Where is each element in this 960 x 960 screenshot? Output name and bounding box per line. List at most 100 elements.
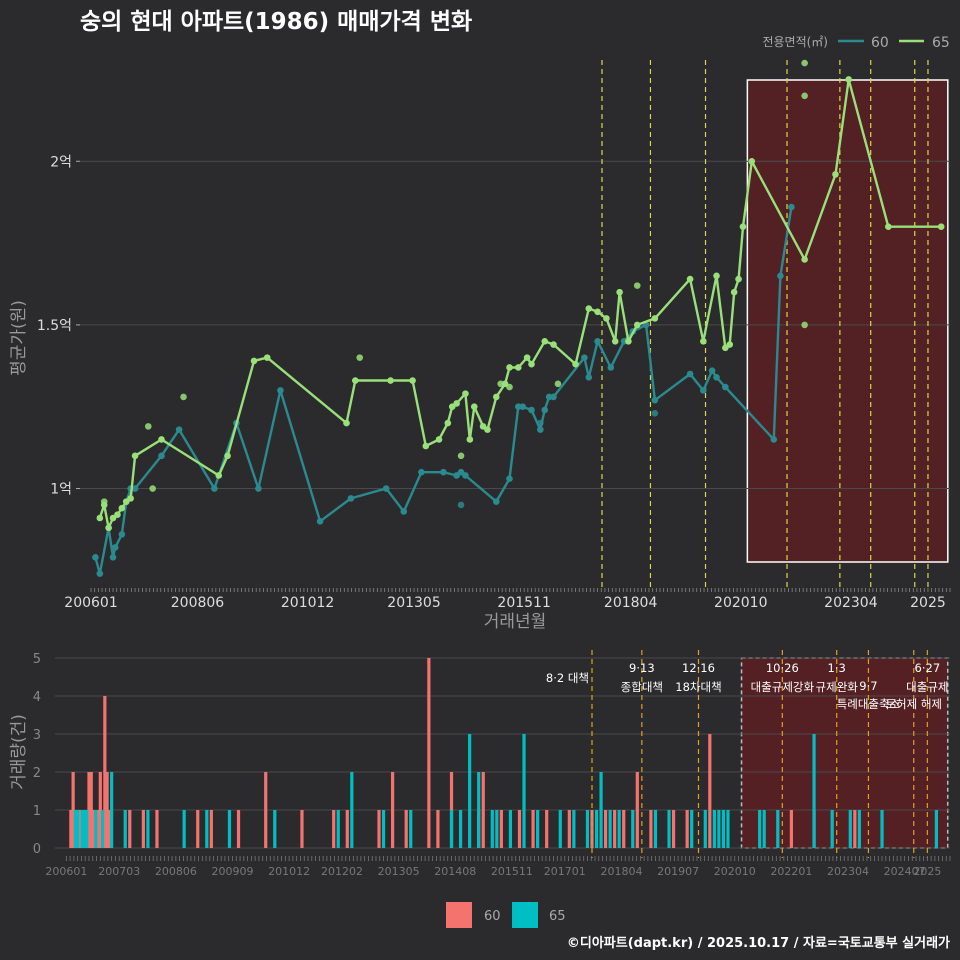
- policy-label: 6·27: [915, 661, 941, 675]
- series-point-65: [550, 341, 557, 348]
- series-point-60: [585, 373, 593, 381]
- series-point-60: [651, 396, 659, 404]
- bottom-x-tick-label: 201305: [378, 865, 420, 878]
- bottom-x-tick-label: 201202: [321, 865, 363, 878]
- bar-60: [345, 810, 349, 848]
- bar-65: [458, 810, 463, 848]
- bottom-x-tick-label: 201408: [434, 865, 476, 878]
- bottom-x-tick-label: 200909: [212, 865, 254, 878]
- series-point-65: [466, 436, 474, 443]
- bottom-x-tick-label: 200703: [98, 865, 140, 878]
- bar-60: [236, 810, 241, 848]
- series-point-65: [506, 364, 513, 371]
- series-point-60: [96, 570, 104, 577]
- series-point-60: [255, 485, 262, 492]
- bar-65: [80, 810, 84, 848]
- series-point-65: [633, 282, 641, 289]
- bar-65: [880, 810, 884, 848]
- series-point-60: [131, 485, 139, 492]
- series-point-65: [726, 341, 734, 348]
- bar-65: [123, 810, 127, 848]
- series-point-60: [777, 272, 784, 280]
- series-point-65: [497, 380, 504, 388]
- bar-65: [717, 810, 721, 848]
- bar-65: [85, 810, 89, 848]
- series-point-60: [537, 419, 544, 427]
- bottom-x-tick-label: 202407: [884, 865, 926, 878]
- series-point-65: [554, 380, 562, 388]
- series-point-60: [109, 553, 117, 561]
- series-point-60: [708, 367, 716, 375]
- top-series: [92, 59, 945, 577]
- series-point-65: [739, 223, 747, 231]
- bar-65: [477, 772, 481, 848]
- bar-65: [409, 810, 413, 848]
- series-point-65: [114, 511, 121, 519]
- bar-60: [685, 810, 689, 848]
- series-point-60: [277, 387, 284, 394]
- bar-60: [590, 810, 594, 848]
- bar-65: [336, 810, 340, 848]
- series-point-65: [215, 472, 223, 479]
- bar-65: [522, 734, 526, 848]
- bar-65: [726, 810, 730, 848]
- bar-60: [141, 810, 145, 848]
- bar-65: [631, 810, 635, 848]
- series-point-65: [250, 357, 258, 365]
- series-point-65: [343, 419, 350, 427]
- bar-65: [146, 810, 150, 848]
- top-x-axis: 200601 200806 201012 201305 201511 201804 2020…: [64, 588, 951, 611]
- legend-bottom-65-label: 65: [549, 909, 566, 924]
- bar-60: [391, 772, 395, 848]
- series-point-65: [585, 305, 593, 312]
- series-point-60: [541, 406, 549, 414]
- bar-65: [721, 810, 726, 848]
- series-point-60: [382, 485, 390, 492]
- series-point-65: [118, 504, 126, 512]
- bar-60: [300, 810, 304, 848]
- series-point-60: [457, 501, 465, 509]
- bar-60: [107, 810, 111, 848]
- top-x-tick-label: 200601: [64, 595, 117, 611]
- bottom-x-tick-label: 202201: [770, 865, 812, 878]
- policy-label-detail: 규제완화: [816, 680, 859, 694]
- series-point-65: [180, 393, 187, 401]
- series-point-65: [801, 59, 808, 67]
- bar-65: [110, 772, 114, 848]
- bottom-bars: [69, 658, 939, 848]
- bar-60: [103, 696, 107, 848]
- bar-65: [490, 810, 494, 848]
- top-x-tick-label: 202010: [714, 595, 767, 611]
- series-point-60: [118, 531, 126, 538]
- series-point-60: [158, 452, 165, 460]
- bar-65: [830, 810, 834, 848]
- legend-bottom-60-swatch: [446, 902, 472, 928]
- series-point-65: [541, 337, 549, 345]
- top-x-tick-label: 201804: [604, 595, 658, 611]
- series-point-65: [263, 354, 271, 361]
- policy-label-detail: 종합대책: [621, 680, 663, 694]
- bar-65: [182, 810, 186, 848]
- series-point-65: [224, 452, 231, 460]
- bottom-x-tick-label: 200601: [45, 865, 87, 878]
- bar-60: [105, 772, 109, 848]
- series-point-65: [625, 337, 632, 345]
- series-point-65: [470, 403, 478, 411]
- footer-credit: ©디아파트(dapt.kr) / 2025.10.17 / 자료=국토교통부 실…: [567, 935, 950, 951]
- bar-60: [622, 810, 626, 848]
- series-point-65: [528, 360, 535, 368]
- bar-65: [273, 810, 277, 848]
- bar-65: [572, 810, 576, 848]
- bar-60: [436, 810, 440, 848]
- series-point-65: [651, 315, 659, 322]
- series-point-60: [440, 468, 447, 476]
- policy-label-detail: 대출규제: [906, 680, 948, 694]
- series-point-65: [801, 321, 808, 329]
- bottom-x-tick-label: 201804: [600, 865, 642, 878]
- series-point-60: [651, 409, 659, 417]
- bar-60: [78, 810, 82, 848]
- bar-65: [585, 810, 590, 848]
- bar-65: [73, 810, 77, 848]
- series-point-65: [937, 223, 945, 231]
- bar-60: [567, 810, 571, 848]
